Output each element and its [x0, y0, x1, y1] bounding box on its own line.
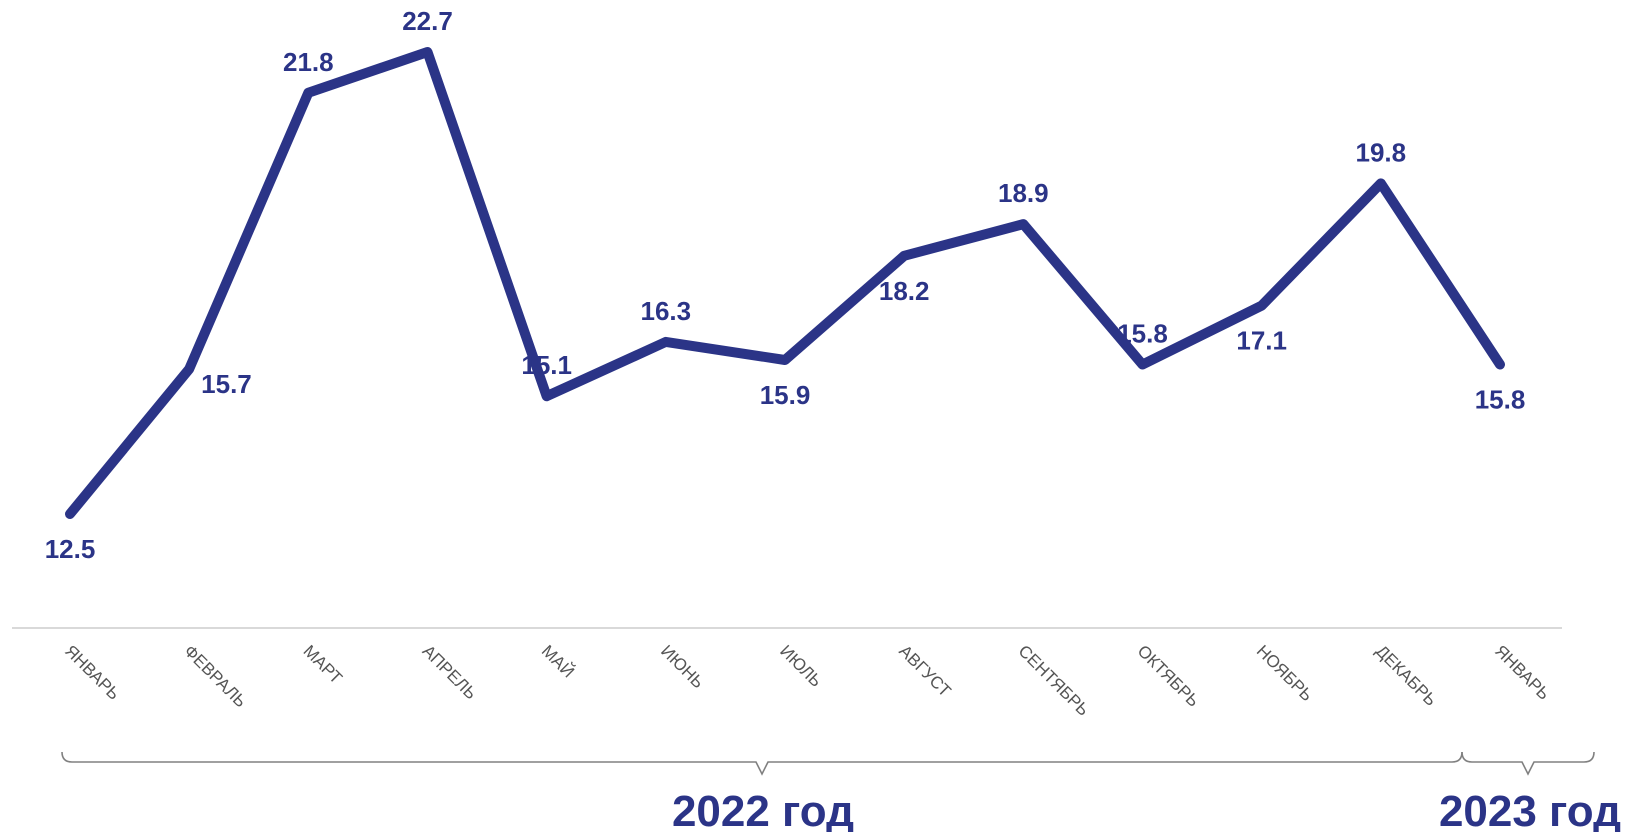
data-label: 18.9: [998, 178, 1049, 208]
year-bracket: [1461, 751, 1595, 776]
x-tick-label: ДЕКАБРЬ: [1372, 641, 1440, 709]
x-tick-label: ФЕВРАЛЬ: [180, 641, 250, 711]
x-tick-label: ОКТЯБРЬ: [1134, 641, 1203, 710]
series-line: [65, 47, 1505, 519]
data-label: 15.7: [201, 369, 252, 399]
x-tick-label: МАРТ: [300, 641, 346, 687]
data-label: 12.5: [45, 534, 96, 564]
x-tick-label: АПРЕЛЬ: [419, 641, 481, 703]
x-tick-label: ИЮНЬ: [657, 641, 708, 692]
year-label: 2022 год: [672, 787, 854, 832]
x-tick-label: ЯНВАРЬ: [61, 641, 123, 703]
data-label: 15.8: [1475, 385, 1526, 415]
year-groups: 2022 год 2023 год: [61, 751, 1621, 832]
data-label: 22.7: [402, 6, 453, 36]
year-bracket: [61, 751, 1463, 776]
data-label: 15.1: [521, 350, 572, 380]
data-label: 17.1: [1236, 326, 1287, 356]
data-labels: 12.5 15.7 21.8 22.7 15.1 16.3 15.9 18.2 18.9 15.8…: [45, 6, 1526, 564]
data-label: 19.8: [1356, 137, 1407, 167]
data-label: 16.3: [641, 296, 692, 326]
data-label: 18.2: [879, 276, 930, 306]
data-label: 15.9: [760, 380, 811, 410]
x-tick-label: СЕНТЯБРЬ: [1015, 641, 1093, 719]
x-tick-label: АВГУСТ: [895, 641, 954, 700]
x-tick-label: ИЮЛЬ: [776, 641, 825, 690]
data-label: 15.8: [1117, 319, 1168, 349]
x-tick-label: МАЙ: [538, 641, 578, 681]
x-tick-label: ЯНВАРЬ: [1491, 641, 1553, 703]
x-tick-label: НОЯБРЬ: [1253, 641, 1317, 705]
data-label: 21.8: [283, 47, 334, 77]
year-label: 2023 год: [1439, 787, 1621, 832]
x-tick-labels: ЯНВАРЬ ФЕВРАЛЬ МАРТ АПРЕЛЬ МАЙ ИЮНЬ ИЮЛЬ АВГУСТ…: [61, 641, 1553, 719]
